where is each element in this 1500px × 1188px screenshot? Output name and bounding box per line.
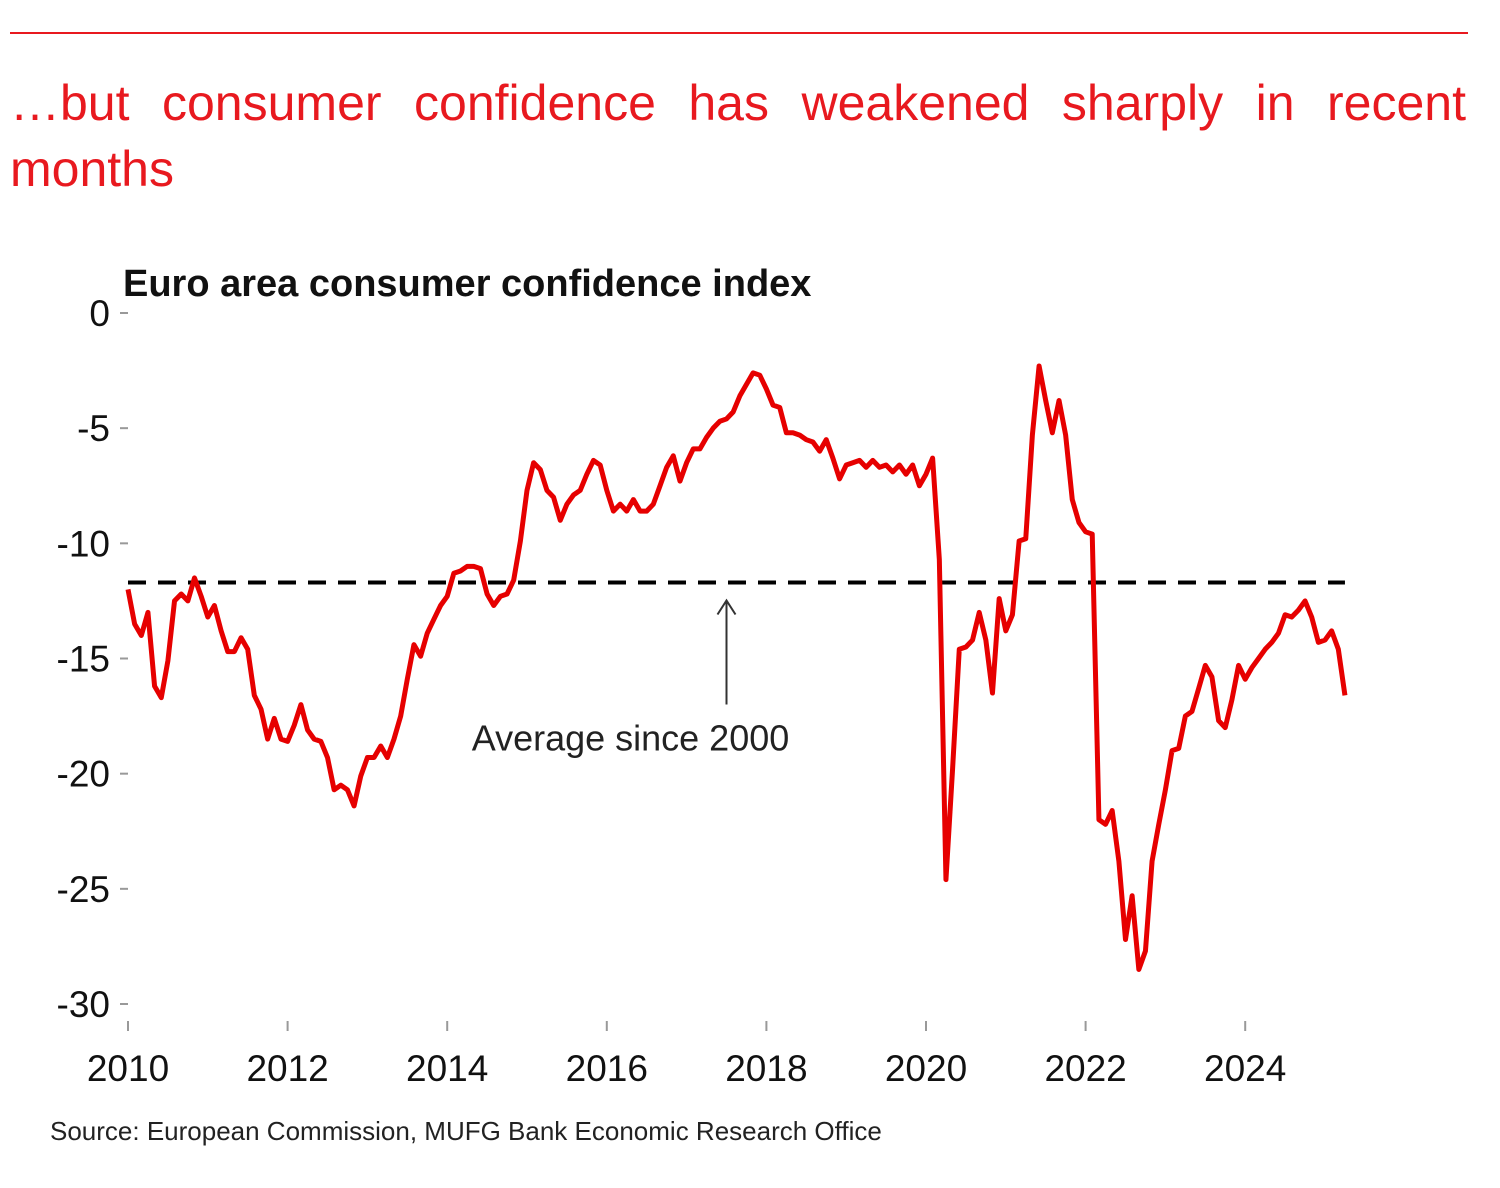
x-tick-label: 2010 bbox=[87, 1048, 169, 1089]
x-tick-label: 2014 bbox=[406, 1048, 488, 1089]
chart-title: Euro area consumer confidence index bbox=[123, 263, 811, 305]
annotation: Average since 2000 bbox=[472, 717, 790, 758]
y-tick-label: -5 bbox=[77, 408, 110, 449]
y-tick-label: -10 bbox=[57, 523, 110, 564]
x-tick-label: 2016 bbox=[566, 1048, 648, 1089]
y-tick-label: 0 bbox=[89, 293, 110, 334]
y-tick-label: -25 bbox=[57, 869, 110, 910]
y-tick-label: -30 bbox=[57, 984, 110, 1025]
series-line bbox=[125, 363, 1348, 972]
x-tick-label: 2018 bbox=[725, 1048, 807, 1089]
y-tick-label: -20 bbox=[57, 754, 110, 795]
headline: …but consumer confidence has weakened sh… bbox=[10, 75, 1466, 197]
x-tick-label: 2012 bbox=[246, 1048, 328, 1089]
y-tick-label: -15 bbox=[57, 639, 110, 680]
x-tick-label: 2022 bbox=[1044, 1048, 1126, 1089]
source: Source: European Commission, MUFG Bank E… bbox=[50, 1116, 882, 1146]
x-tick-label: 2024 bbox=[1204, 1048, 1286, 1089]
top-rule bbox=[10, 32, 1468, 34]
x-tick-label: 2020 bbox=[885, 1048, 967, 1089]
annotation-arrowhead bbox=[716, 598, 737, 616]
